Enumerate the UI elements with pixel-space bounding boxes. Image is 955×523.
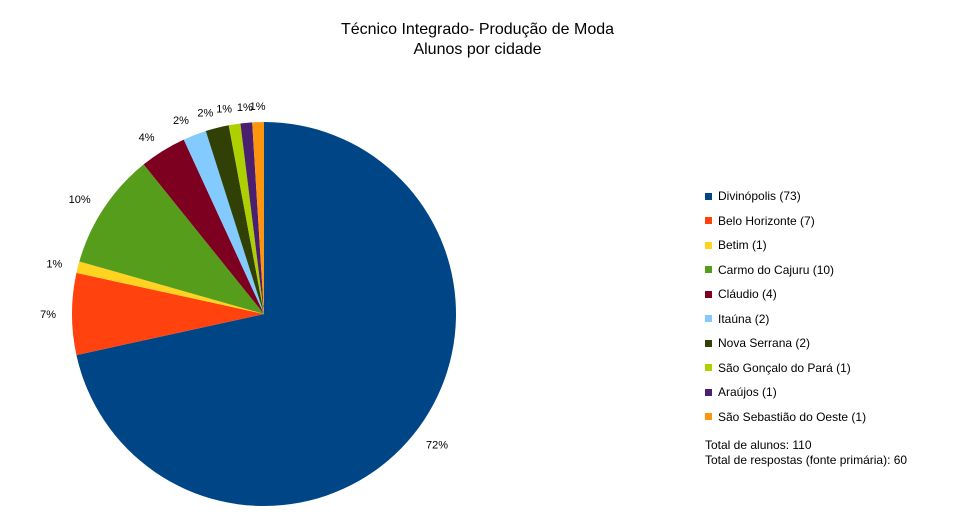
pie-label-3: 10% bbox=[69, 194, 91, 206]
total-students-text: Total de alunos: 110 bbox=[705, 438, 812, 452]
pie-slice-8 bbox=[240, 122, 264, 314]
legend-label: Carmo do Cajuru (10) bbox=[718, 262, 835, 277]
pie-label-4: 4% bbox=[139, 132, 155, 144]
totals-notes: Total de alunos: 110 Total de respostas … bbox=[705, 438, 907, 468]
legend-swatch bbox=[705, 339, 712, 347]
pie-slice-0 bbox=[76, 122, 456, 506]
pie-slice-2 bbox=[76, 261, 264, 314]
legend-swatch bbox=[705, 388, 712, 396]
legend-label: São Sebastião do Oeste (1) bbox=[718, 409, 867, 424]
legend-label: Betim (1) bbox=[718, 238, 767, 253]
pie-label-1: 7% bbox=[40, 309, 56, 321]
pie-slice-3 bbox=[79, 164, 265, 314]
pie-slice-5 bbox=[183, 131, 264, 314]
legend-label: Araújos (1) bbox=[718, 385, 777, 400]
legend-item-5: Itaúna (2) bbox=[705, 307, 866, 332]
legend-item-0: Divinópolis (73) bbox=[705, 184, 866, 209]
pie-label-2: 1% bbox=[46, 258, 62, 270]
chart-subtitle: Alunos por cidade bbox=[413, 41, 542, 58]
pie-slice-7 bbox=[228, 123, 264, 314]
pie-label-7: 1% bbox=[216, 103, 232, 115]
legend-item-4: Cláudio (4) bbox=[705, 282, 866, 307]
legend-item-2: Betim (1) bbox=[705, 233, 866, 258]
legend-item-1: Belo Horizonte (7) bbox=[705, 209, 866, 234]
legend-label: Cláudio (4) bbox=[718, 287, 777, 302]
legend-item-6: Nova Serrana (2) bbox=[705, 331, 866, 356]
legend-swatch bbox=[705, 315, 712, 323]
chart-title: Técnico Integrado- Produção de Moda bbox=[340, 21, 615, 38]
legend-swatch bbox=[705, 192, 712, 200]
pie-percent-labels: 72%7%1%10%4%2%2% 1% 1%1% bbox=[40, 101, 448, 451]
legend-swatch bbox=[705, 364, 712, 372]
legend-label: Belo Horizonte (7) bbox=[718, 213, 815, 228]
pie-label-8: 1% bbox=[237, 102, 253, 114]
legend-swatch bbox=[705, 241, 712, 249]
chart-title-block: Técnico Integrado- Produção de Moda Alun… bbox=[0, 20, 955, 60]
legend-item-7: São Gonçalo do Pará (1) bbox=[705, 356, 866, 381]
pie-slice-4 bbox=[143, 139, 264, 314]
pie-slice-9 bbox=[252, 122, 264, 314]
legend-item-3: Carmo do Cajuru (10) bbox=[705, 258, 866, 283]
legend-item-8: Araújos (1) bbox=[705, 380, 866, 405]
legend-label: São Gonçalo do Pará (1) bbox=[718, 360, 851, 375]
pie-slices bbox=[72, 122, 456, 506]
chart-legend: Divinópolis (73) Belo Horizonte (7) Betim … bbox=[705, 184, 866, 429]
pie-label-5: 2% bbox=[173, 115, 189, 127]
pie-label-0: 72% bbox=[426, 439, 448, 451]
pie-label-6: 2% bbox=[197, 107, 213, 119]
pie-slice-6 bbox=[205, 125, 264, 314]
legend-label: Nova Serrana (2) bbox=[718, 336, 811, 351]
legend-swatch bbox=[705, 290, 712, 298]
total-responses-text: Total de respostas (fonte primária): 60 bbox=[705, 453, 908, 467]
legend-label: Divinópolis (73) bbox=[718, 189, 801, 204]
legend-swatch bbox=[705, 266, 712, 274]
pie-slice-1 bbox=[72, 272, 264, 356]
legend-item-9: São Sebastião do Oeste (1) bbox=[705, 405, 866, 430]
legend-swatch bbox=[705, 217, 712, 225]
pie-label-9: 1% bbox=[250, 101, 266, 113]
legend-swatch bbox=[705, 413, 712, 421]
legend-label: Itaúna (2) bbox=[718, 311, 770, 326]
